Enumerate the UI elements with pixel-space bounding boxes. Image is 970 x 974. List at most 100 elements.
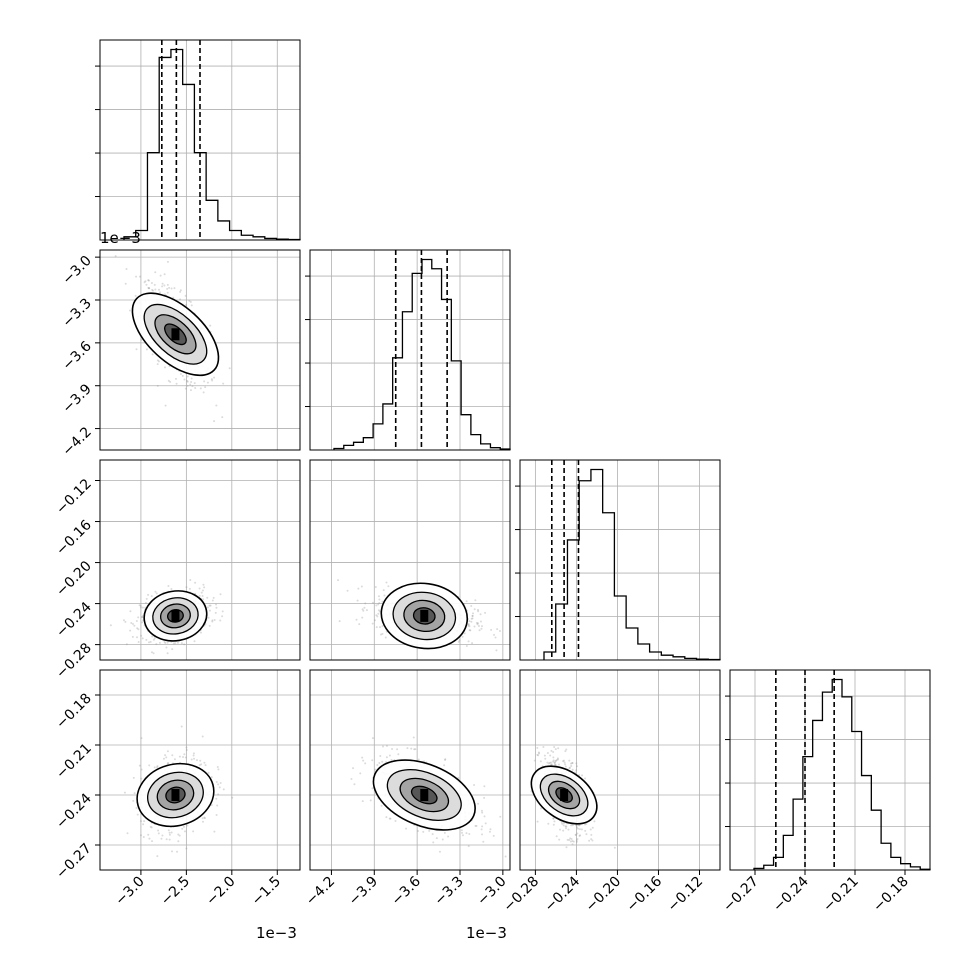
scatter-point <box>171 754 174 757</box>
scatter-point <box>133 624 136 627</box>
scatter-point <box>168 833 171 836</box>
scatter-point <box>158 291 161 294</box>
scatter-point <box>469 629 472 632</box>
scatter-point <box>566 838 569 841</box>
scatter-point <box>589 828 592 831</box>
scatter-point <box>591 826 594 829</box>
scatter-point <box>151 840 154 843</box>
scatter-point <box>377 603 380 606</box>
scatter-point <box>483 796 486 799</box>
scatter-point <box>155 592 158 595</box>
scatter-point <box>479 613 482 616</box>
scatter-point <box>174 642 177 645</box>
scatter-point <box>385 756 388 759</box>
scatter-point <box>542 745 545 748</box>
scatter-point <box>476 608 479 611</box>
scatter-point <box>568 766 571 769</box>
scatter-point <box>575 840 578 843</box>
scatter-point <box>431 833 434 836</box>
scatter-point <box>447 835 450 838</box>
scatter-point <box>125 643 128 646</box>
scatter-point <box>483 815 486 818</box>
scatter-point <box>554 763 557 766</box>
scatter-point <box>210 803 213 806</box>
scatter-point <box>353 783 356 786</box>
scatter-point <box>153 283 156 286</box>
scatter-point <box>136 813 139 816</box>
scatter-point <box>552 759 555 762</box>
scatter-point <box>137 628 140 631</box>
panel-frame <box>309 459 511 661</box>
scatter-point <box>160 837 163 840</box>
scatter-point <box>389 817 392 820</box>
scatter-point <box>142 835 145 838</box>
scatter-point <box>221 416 224 419</box>
scatter-point <box>178 755 181 758</box>
scatter-point <box>124 282 127 285</box>
scatter-point <box>372 601 375 604</box>
scatter-point <box>215 603 218 606</box>
scatter-point <box>533 759 536 762</box>
scatter-point <box>377 609 380 612</box>
scatter-point <box>179 290 182 293</box>
scatter-point <box>460 829 463 832</box>
scatter-point <box>180 725 183 728</box>
scatter-point <box>584 777 587 780</box>
scatter-point <box>138 764 141 767</box>
scatter-point <box>211 379 214 382</box>
scatter-point <box>194 581 197 584</box>
scatter-point <box>140 338 143 341</box>
scatter-point <box>217 783 220 786</box>
scatter-point <box>571 839 574 842</box>
scatter-point <box>457 776 460 779</box>
scatter-point <box>221 615 224 618</box>
scatter-point <box>141 637 144 640</box>
scatter-point <box>138 604 141 607</box>
y-tick-label: −3.9 <box>59 381 94 416</box>
scatter-point <box>470 617 473 620</box>
scatter-point <box>379 633 382 636</box>
scatter-point <box>478 629 481 632</box>
scatter-point <box>148 764 151 767</box>
scatter-point <box>133 792 136 795</box>
panel-frame <box>99 39 301 241</box>
scatter-point <box>150 651 153 654</box>
scatter-point <box>565 846 568 849</box>
scatter-point <box>562 760 565 763</box>
scatter-point <box>471 614 474 617</box>
scatter-point <box>212 596 215 599</box>
scatter-point <box>578 773 581 776</box>
scatter-point <box>199 631 202 634</box>
scatter-point <box>575 769 578 772</box>
scatter-point <box>213 376 216 379</box>
scatter-point <box>189 300 192 303</box>
scatter-point <box>183 753 186 756</box>
y-tick-label: −0.21 <box>53 741 95 783</box>
scatter-point <box>192 752 195 755</box>
scatter-point <box>479 620 482 623</box>
scatter-point <box>201 817 204 820</box>
scatter-point <box>156 855 159 858</box>
scatter-point <box>135 348 138 351</box>
scatter-point <box>574 833 577 836</box>
scatter-point <box>567 828 570 831</box>
panel-frame <box>99 669 301 871</box>
scatter-point <box>494 636 497 639</box>
scatter-point <box>417 830 420 833</box>
scatter-point <box>218 786 221 789</box>
scatter-point <box>432 841 435 844</box>
scatter-point <box>192 754 195 757</box>
scatter-point <box>156 384 159 387</box>
scatter-point <box>576 832 579 835</box>
scatter-point <box>591 839 594 842</box>
scatter-point <box>461 834 464 837</box>
scatter-point <box>152 638 155 641</box>
scatter-point <box>131 623 134 626</box>
scatter-point <box>568 767 571 770</box>
scatter-point <box>381 632 384 635</box>
scatter-point <box>473 608 476 611</box>
scatter-point <box>221 610 224 613</box>
scatter-point <box>164 642 167 645</box>
scatter-point <box>231 796 234 799</box>
scatter-point <box>361 756 364 759</box>
